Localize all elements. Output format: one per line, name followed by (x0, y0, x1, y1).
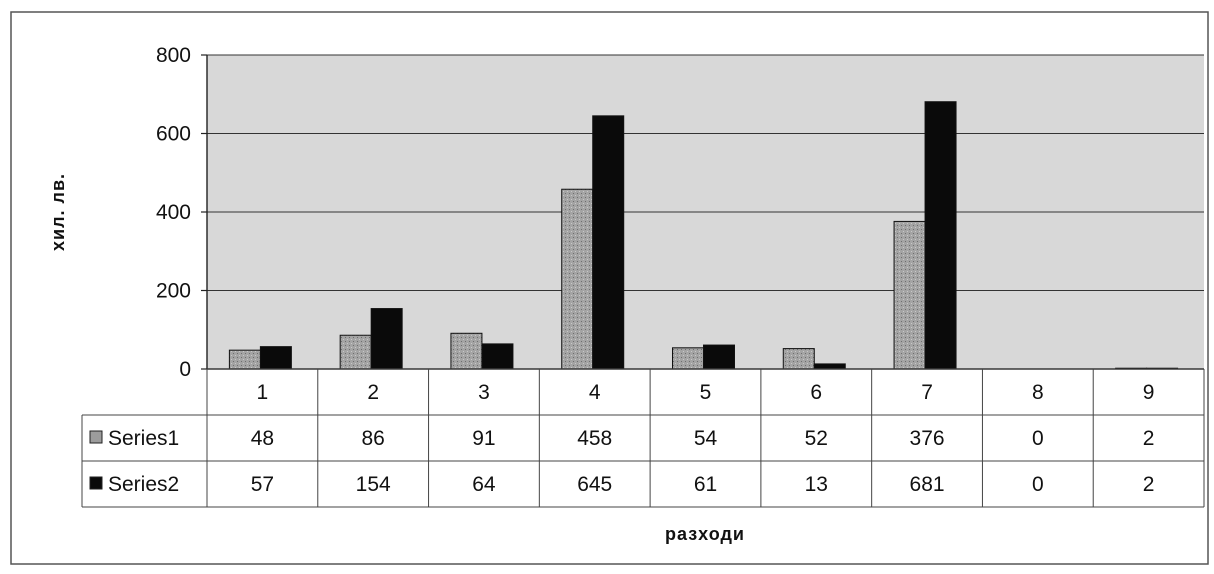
data-label: 154 (356, 473, 391, 496)
data-label: 458 (577, 427, 612, 450)
x-tick-label: 5 (700, 381, 712, 404)
data-label: 681 (910, 473, 945, 496)
data-label: 376 (910, 427, 945, 450)
data-label: 54 (694, 427, 718, 450)
data-label: 2 (1143, 473, 1155, 496)
x-tick-label: 9 (1143, 381, 1155, 404)
y-tick-label: 600 (156, 123, 191, 146)
legend-label-series1: Series1 (108, 427, 179, 450)
x-tick-label: 4 (589, 381, 601, 404)
data-label: 52 (805, 427, 828, 450)
y-tick-label: 0 (179, 358, 191, 381)
bar-series2-1 (259, 346, 292, 370)
data-label: 2 (1143, 427, 1155, 450)
x-tick-label: 6 (810, 381, 822, 404)
data-label: 86 (361, 427, 384, 450)
bar-series1-1 (228, 349, 261, 370)
data-label: 0 (1032, 427, 1044, 450)
bar-series2-5 (703, 344, 735, 370)
legend-swatch-series1 (89, 430, 103, 444)
data-label: 13 (805, 473, 828, 496)
y-tick-label: 200 (156, 280, 191, 303)
bar-series2-7 (924, 101, 957, 370)
x-tick-label: 3 (478, 381, 490, 404)
data-label: 645 (577, 473, 612, 496)
y-tick-label: 800 (156, 44, 191, 67)
bar-series2-6 (813, 363, 846, 370)
data-label: 91 (472, 427, 495, 450)
bar-series1-2 (339, 334, 372, 370)
y-axis-title: хил. лв. (48, 173, 68, 251)
x-tick-label: 7 (921, 381, 933, 404)
x-tick-label: 8 (1032, 381, 1044, 404)
bar-series2-2 (370, 308, 403, 370)
y-tick-label: 400 (156, 201, 191, 224)
data-label: 61 (694, 473, 717, 496)
bar-series2-4 (592, 115, 625, 370)
bar-series1-6 (782, 348, 815, 370)
bar-series1-3 (450, 332, 483, 370)
data-label: 57 (251, 473, 274, 496)
data-label: 64 (472, 473, 496, 496)
x-tick-label: 1 (257, 381, 269, 404)
x-tick-label: 2 (367, 381, 379, 404)
bar-series1-5 (672, 347, 704, 370)
bar-series1-7 (893, 220, 926, 370)
legend-label-series2: Series2 (108, 473, 179, 496)
legend-swatch-series2 (89, 476, 103, 490)
bar-series2-3 (481, 343, 514, 370)
data-label: 0 (1032, 473, 1044, 496)
x-axis-title: разходи (665, 524, 745, 544)
data-label: 48 (251, 427, 274, 450)
bar-series1-4 (561, 188, 594, 370)
